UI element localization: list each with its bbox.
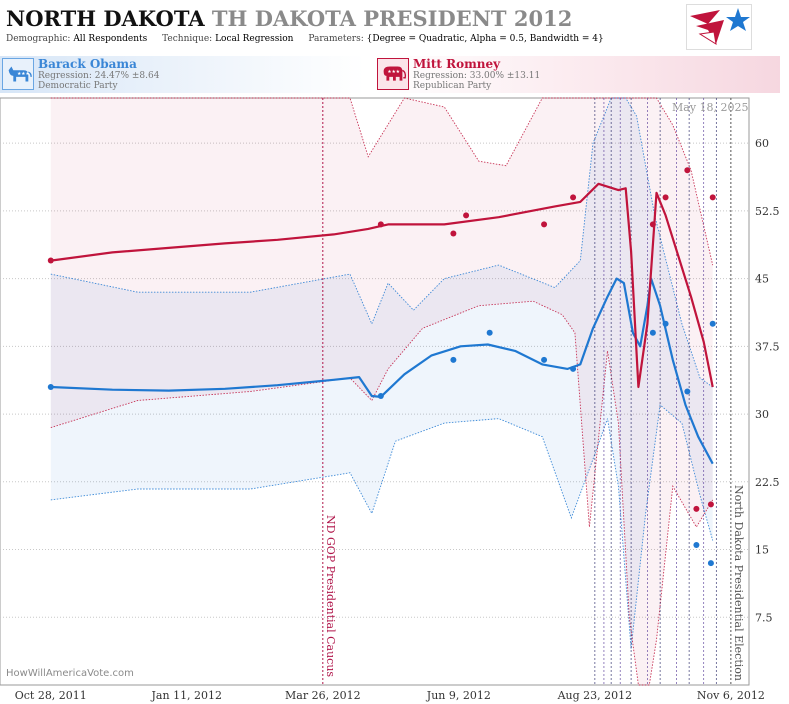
rep-poll-point xyxy=(377,221,384,228)
obama-regression: Regression: 24.47% ±8.64 xyxy=(38,71,160,81)
dem-poll-point xyxy=(570,365,577,372)
rep-poll-point xyxy=(684,167,691,174)
x-tick-label: Jun 9, 2012 xyxy=(426,689,491,702)
romney-regression: Regression: 33.00% ±13.11 xyxy=(413,71,541,81)
dem-poll-point xyxy=(649,329,656,336)
event-label: North Dakota Presidential Election xyxy=(732,485,745,681)
rep-poll-point xyxy=(450,230,457,237)
x-tick-label: Oct 28, 2011 xyxy=(15,689,87,702)
rep-lower-bound xyxy=(50,300,714,686)
y-tick-label: 22.5 xyxy=(755,476,780,489)
elephant-icon: ★★★ xyxy=(377,58,409,90)
rep-trend-line xyxy=(50,182,714,389)
param-parameters-value: {Degree = Quadratic, Alpha = 0.5, Bandwi… xyxy=(366,34,604,44)
param-technique-value: Local Regression xyxy=(215,34,294,44)
dem-poll-point xyxy=(486,329,493,336)
dem-poll-point xyxy=(450,356,457,363)
svg-text:★★★: ★★★ xyxy=(387,69,400,75)
site-credit[interactable]: HowWillAmericaVote.com xyxy=(6,668,134,679)
race-name: TH DAKOTA PRESIDENT 2012 xyxy=(211,6,573,31)
dem-poll-point xyxy=(684,388,691,395)
dem-poll-point xyxy=(709,320,716,327)
site-logo-icon[interactable] xyxy=(686,4,752,50)
rep-poll-point xyxy=(463,212,470,219)
dem-poll-point xyxy=(541,356,548,363)
dem-confidence-band xyxy=(50,98,713,649)
rep-poll-point xyxy=(570,194,577,201)
event-label: ND GOP Presidential Caucus xyxy=(324,515,337,677)
x-tick-label: Aug 23, 2012 xyxy=(557,689,633,702)
obama-party: Democratic Party xyxy=(38,81,118,91)
param-demographic-key: Demographic: xyxy=(6,34,71,44)
param-demographic-value: All Respondents xyxy=(73,34,148,44)
rep-poll-point xyxy=(649,221,656,228)
dem-poll-point xyxy=(693,542,700,549)
rep-poll-point xyxy=(662,194,669,201)
plot-area xyxy=(0,97,750,686)
rep-poll-point xyxy=(707,501,714,508)
rep-upper-bound xyxy=(50,97,714,266)
state-name: NORTH DAKOTA xyxy=(6,6,205,31)
polling-chart: 7.5 15 22.5 30 37.5 45 52.5 60 Oct 28, 2011 Jan 1… xyxy=(0,97,780,702)
rep-poll-point xyxy=(709,194,716,201)
chart-title: NORTH DAKOTA TH DAKOTA PRESIDENT 2012 xyxy=(6,6,572,31)
y-tick-label: 52.5 xyxy=(755,205,780,218)
parameters-line: Demographic: All Respondents Technique: … xyxy=(6,34,604,44)
romney-name[interactable]: Mitt Romney xyxy=(413,57,501,71)
x-tick-label: Nov 6, 2012 xyxy=(697,689,765,702)
y-tick-label: 60 xyxy=(755,137,769,150)
dem-poll-point xyxy=(707,560,714,567)
donkey-icon: ★★★ xyxy=(2,58,34,90)
svg-text:★★★: ★★★ xyxy=(17,71,30,77)
romney-party: Republican Party xyxy=(413,81,492,91)
date-stamp: May 18, 2025 xyxy=(672,101,749,114)
dem-poll-point xyxy=(47,383,54,390)
rep-poll-point xyxy=(47,257,54,264)
dem-poll-point xyxy=(662,320,669,327)
rep-poll-point xyxy=(541,221,548,228)
obama-name[interactable]: Barack Obama xyxy=(38,57,137,71)
dem-poll-point xyxy=(377,393,384,400)
dem-trend-line xyxy=(50,277,714,465)
rep-poll-point xyxy=(693,505,700,512)
romney-banner: ★★★ Mitt Romney Regression: 33.00% ±13.1… xyxy=(375,56,780,93)
param-technique-key: Technique: xyxy=(162,34,213,44)
y-tick-label: 45 xyxy=(755,273,769,286)
dem-lower-bound xyxy=(50,404,714,649)
y-tick-label: 15 xyxy=(755,544,769,557)
x-tick-label: Mar 26, 2012 xyxy=(285,689,361,702)
y-tick-label: 7.5 xyxy=(755,611,773,624)
x-tick-label: Jan 11, 2012 xyxy=(151,689,223,702)
y-tick-label: 37.5 xyxy=(755,340,780,353)
obama-banner: ★★★ Barack Obama Regression: 24.47% ±8.6… xyxy=(0,56,365,93)
param-parameters-key: Parameters: xyxy=(308,34,364,44)
y-tick-label: 30 xyxy=(755,408,769,421)
